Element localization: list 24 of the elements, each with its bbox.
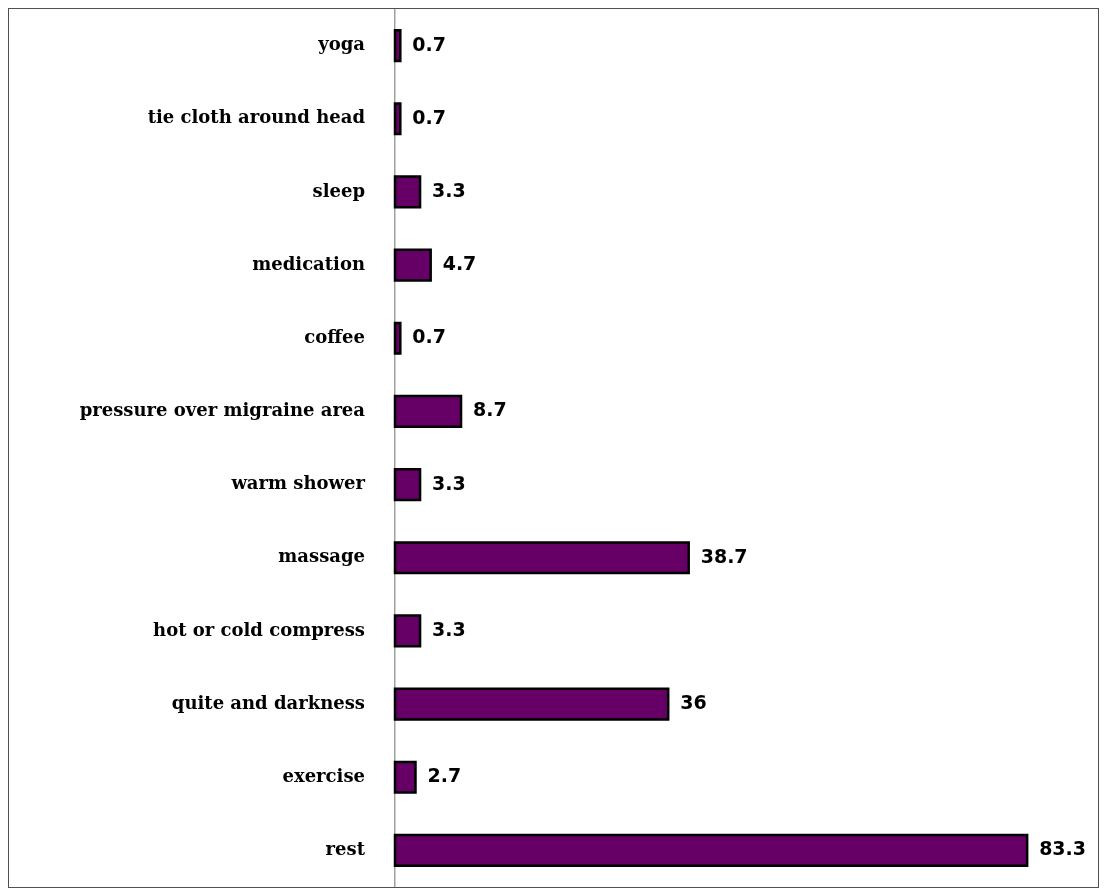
y-tick-label: hot or cold compress <box>153 618 365 640</box>
y-tick-label: exercise <box>282 764 365 786</box>
y-tick-label: warm shower <box>230 472 366 494</box>
data-label: 0.7 <box>412 325 446 348</box>
data-label: 38.7 <box>700 544 748 567</box>
data-label: 3.3 <box>432 178 466 201</box>
data-label: 8.7 <box>473 398 507 421</box>
y-tick-label: pressure over migraine area <box>79 399 366 421</box>
data-label: 2.7 <box>427 764 462 787</box>
y-tick-label: massage <box>278 545 365 567</box>
data-label: 83.3 <box>1039 837 1087 860</box>
data-label: 3.3 <box>432 471 466 494</box>
data-label: 0.7 <box>412 105 446 128</box>
y-tick-label: quite and darkness <box>171 691 365 713</box>
y-tick-label: medication <box>252 252 365 274</box>
y-tick-label: yoga <box>317 33 366 55</box>
data-label: 4.7 <box>442 252 477 275</box>
y-tick-label: tie cloth around head <box>147 106 366 128</box>
data-label: 0.7 <box>412 32 446 55</box>
data-label: 36 <box>680 691 707 714</box>
y-tick-label: sleep <box>312 179 365 201</box>
y-tick-label: coffee <box>304 325 365 347</box>
y-tick-label: rest <box>325 838 366 860</box>
data-label: 3.3 <box>432 617 466 640</box>
